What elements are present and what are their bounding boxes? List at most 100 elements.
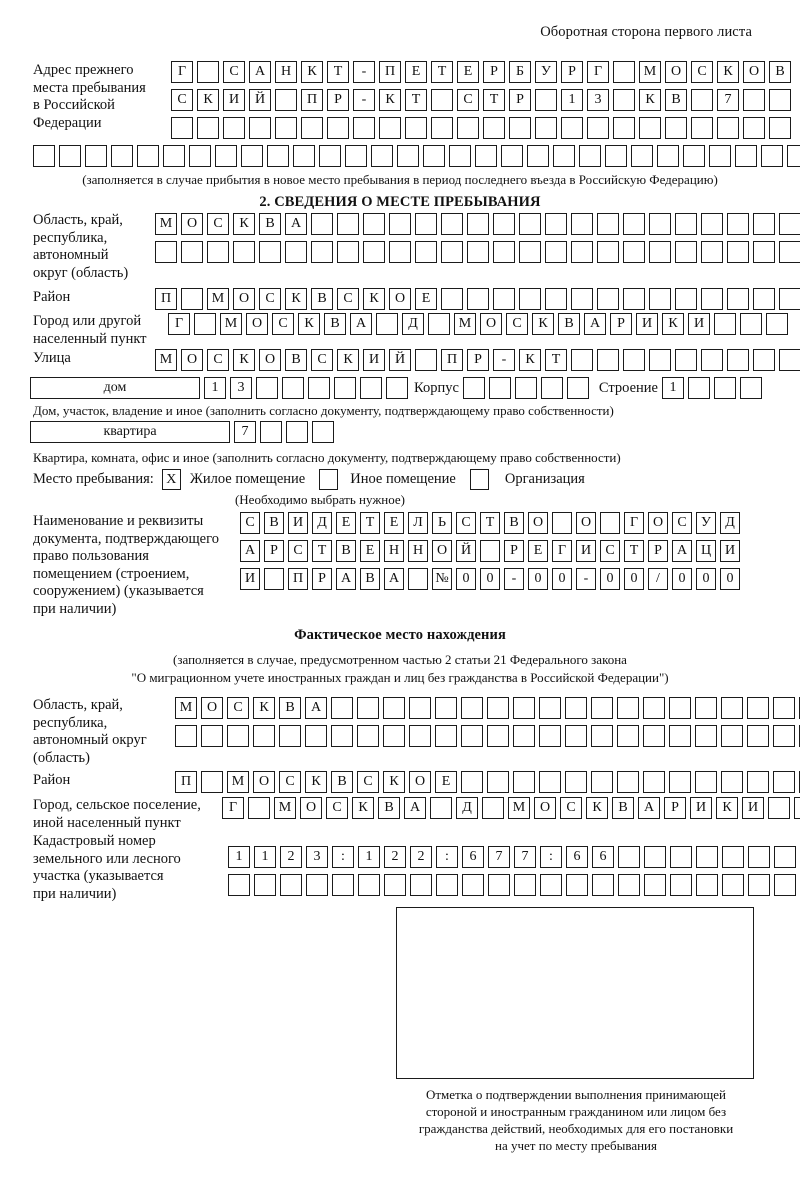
char-cell[interactable] (613, 61, 635, 83)
char-cell[interactable] (675, 349, 697, 371)
char-cell[interactable]: 0 (624, 568, 644, 590)
char-cell[interactable] (415, 241, 437, 263)
char-cell[interactable] (415, 349, 437, 371)
stroenie-cells[interactable]: 1 (661, 377, 762, 399)
char-cell[interactable]: Т (327, 61, 349, 83)
stamp-area-box[interactable] (396, 907, 754, 1079)
char-cell[interactable] (389, 213, 411, 235)
char-cell[interactable] (794, 797, 800, 819)
char-cell[interactable]: В (558, 313, 580, 335)
char-cell[interactable] (379, 117, 401, 139)
char-cell[interactable]: О (181, 349, 203, 371)
char-cell[interactable]: И (720, 540, 740, 562)
char-cell[interactable] (215, 145, 237, 167)
char-cell[interactable] (565, 697, 587, 719)
char-cell[interactable] (253, 725, 275, 747)
char-cell[interactable]: М (175, 697, 197, 719)
char-cell[interactable]: Й (249, 89, 271, 111)
char-cell[interactable] (753, 288, 775, 310)
char-cell[interactable] (337, 241, 359, 263)
char-cell[interactable]: О (648, 512, 668, 534)
char-cell[interactable] (275, 89, 297, 111)
char-cell[interactable]: С (227, 697, 249, 719)
char-cell[interactable] (181, 288, 203, 310)
char-cell[interactable] (753, 241, 775, 263)
char-cell[interactable]: В (264, 512, 284, 534)
char-cell[interactable]: Д (402, 313, 424, 335)
char-cell[interactable]: П (155, 288, 177, 310)
char-cell[interactable]: Д (720, 512, 740, 534)
char-cell[interactable]: : (436, 846, 458, 868)
char-cell[interactable] (311, 241, 333, 263)
char-cell[interactable] (722, 874, 744, 896)
char-cell[interactable]: Е (457, 61, 479, 83)
char-cell[interactable]: В (279, 697, 301, 719)
char-cell[interactable]: О (665, 61, 687, 83)
char-cell[interactable]: 0 (672, 568, 692, 590)
char-cell[interactable] (175, 725, 197, 747)
char-cell[interactable] (701, 349, 723, 371)
char-cell[interactable] (256, 377, 278, 399)
char-cell[interactable] (727, 213, 749, 235)
char-cell[interactable] (306, 874, 328, 896)
char-cell[interactable] (769, 117, 791, 139)
char-cell[interactable]: В (331, 771, 353, 793)
char-cell[interactable] (513, 771, 535, 793)
char-cell[interactable]: 1 (204, 377, 226, 399)
char-cell[interactable] (305, 725, 327, 747)
char-cell[interactable] (357, 697, 379, 719)
char-cell[interactable] (591, 725, 613, 747)
char-cell[interactable]: С (288, 540, 308, 562)
char-cell[interactable]: А (584, 313, 606, 335)
char-cell[interactable]: Г (587, 61, 609, 83)
char-cell[interactable] (331, 697, 353, 719)
char-cell[interactable] (312, 421, 334, 443)
char-cell[interactable] (384, 874, 406, 896)
char-cell[interactable]: О (300, 797, 322, 819)
char-cell[interactable] (513, 697, 535, 719)
char-cell[interactable]: В (378, 797, 400, 819)
char-cell[interactable]: О (389, 288, 411, 310)
char-cell[interactable]: Т (624, 540, 644, 562)
char-cell[interactable] (579, 145, 601, 167)
char-cell[interactable]: Д (312, 512, 332, 534)
char-cell[interactable] (535, 117, 557, 139)
char-cell[interactable]: А (285, 213, 307, 235)
char-cell[interactable] (701, 241, 723, 263)
char-cell[interactable] (441, 213, 463, 235)
char-cell[interactable] (467, 241, 489, 263)
char-cell[interactable] (696, 874, 718, 896)
char-cell[interactable] (405, 117, 427, 139)
char-cell[interactable] (566, 377, 589, 399)
char-cell[interactable] (397, 145, 419, 167)
char-cell[interactable] (540, 874, 562, 896)
char-cell[interactable] (695, 725, 717, 747)
char-cell[interactable] (376, 313, 398, 335)
char-cell[interactable]: С (672, 512, 692, 534)
char-cell[interactable] (462, 874, 484, 896)
char-cell[interactable]: М (207, 288, 229, 310)
char-cell[interactable]: К (662, 313, 684, 335)
char-cell[interactable]: 7 (514, 846, 536, 868)
char-cell[interactable] (301, 117, 323, 139)
char-cell[interactable] (197, 117, 219, 139)
char-cell[interactable] (363, 241, 385, 263)
char-cell[interactable]: К (301, 61, 323, 83)
char-cell[interactable]: С (259, 288, 281, 310)
char-cell[interactable] (748, 874, 770, 896)
char-cell[interactable]: Е (360, 540, 380, 562)
char-cell[interactable]: С (326, 797, 348, 819)
char-cell[interactable] (597, 288, 619, 310)
char-cell[interactable]: К (716, 797, 738, 819)
char-cell[interactable]: К (717, 61, 739, 83)
char-cell[interactable] (449, 145, 471, 167)
char-cell[interactable]: Г (552, 540, 572, 562)
char-cell[interactable] (670, 846, 692, 868)
char-cell[interactable] (493, 241, 515, 263)
char-cell[interactable]: : (540, 846, 562, 868)
char-cell[interactable] (623, 349, 645, 371)
